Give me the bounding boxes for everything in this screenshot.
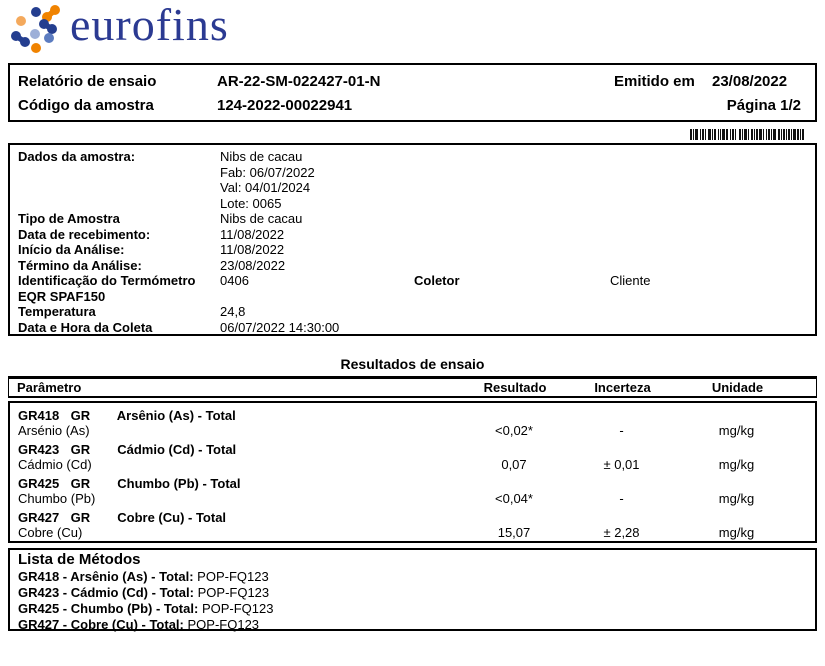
method-value: POP-FQ123 [201,601,274,616]
param-subname: Chumbo (Pb) [18,491,96,506]
column-header-resultado: Resultado [483,380,547,395]
method-label: GR423 - Cádmio (Cd) - Total: [18,585,194,600]
sample-field-termometro: Identificação do Termómetro 0406 Coletor… [18,273,815,289]
field-label: Temperatura [18,304,96,319]
field-value: 06/07/2022 14:30:00 [220,319,340,335]
incerteza-value: - [619,491,624,506]
field-value: 23/08/2022 [220,257,286,273]
resultado-value: 15,07 [497,525,531,540]
coletor-label: Coletor [414,273,460,288]
coletor-value: Cliente [610,273,651,288]
methods-title: Lista de Métodos [18,551,141,568]
sample-field-dados: Dados da amostra: Nibs de cacau [18,149,815,165]
eurofins-wordmark: eurofins [70,0,229,50]
param-code: GR425 [18,476,60,491]
field-label: Início da Análise: [18,242,125,257]
resultado-value: 0,07 [501,457,527,472]
param-name: Chumbo (Pb) - Total [117,476,241,491]
field-label: Data e Hora da Coleta [18,319,153,335]
methods-box: Lista de Métodos GR418 - Arsênio (As) - … [8,548,817,633]
list-item: GR425 - Chumbo (Pb) - Total: POP-FQ123 [18,601,815,617]
table-row: GR418 GR Arsênio (As) - Total Arsénio (A… [10,405,815,439]
unidade-value: mg/kg [718,525,755,540]
param-group: GR [70,476,91,491]
param-subname: Cobre (Cu) [18,525,83,540]
method-value: POP-FQ123 [197,569,269,584]
sample-code-value: 124-2022-00022941 [217,97,353,114]
results-section-title: Resultados de ensaio [340,356,485,372]
sample-field-recebimento: Data de recebimento: 11/08/2022 [18,227,815,243]
param-name: Cobre (Cu) - Total [117,510,227,525]
sample-field-inicio: Início da Análise: 11/08/2022 [18,242,815,258]
page-number: Página 1/2 [726,97,801,114]
field-value: Nibs de cacau [220,149,303,164]
field-label: Data de recebimento: [18,226,151,242]
sample-field-termino: Término da Análise: 23/08/2022 [18,258,815,274]
eurofins-logo-icon [11,5,60,53]
report-title-label: Relatório de ensaio [18,73,157,90]
sample-field-tipo: Tipo de Amostra Nibs de cacau [18,211,815,227]
field-label: Dados da amostra: [18,149,136,164]
param-subname: Arsénio (As) [18,423,90,438]
field-value: Lote: 0065 [220,195,282,211]
method-label: GR418 - Arsênio (As) - Total: [18,569,194,584]
param-code: GR418 [18,408,60,423]
field-value: 11/08/2022 [220,242,285,257]
field-value: Val: 04/01/2024 [220,180,311,195]
resultado-value: <0,02* [495,423,533,438]
list-item: GR418 - Arsênio (As) - Total: POP-FQ123 [18,569,815,585]
field-label: Término da Análise: [18,257,142,273]
field-value: Fab: 06/07/2022 [220,164,315,180]
method-value: POP-FQ123 [197,585,270,600]
report-number: AR-22-SM-022427-01-N [217,73,381,90]
unidade-value: mg/kg [718,457,755,472]
column-header-parametro: Parâmetro [17,380,82,395]
incerteza-value: - [619,423,624,438]
field-label: Tipo de Amostra [18,211,120,226]
incerteza-value: ± 0,01 [603,457,640,472]
incerteza-value: ± 2,28 [603,525,640,540]
param-subname: Cádmio (Cd) [18,457,92,472]
list-item: GR423 - Cádmio (Cd) - Total: POP-FQ123 [18,585,815,601]
method-value: POP-FQ123 [187,617,260,632]
field-value: 24,8 [220,304,246,319]
param-code: GR427 [18,510,60,525]
results-table: GR418 GR Arsênio (As) - Total Arsénio (A… [8,401,817,543]
field-value: 11/08/2022 [220,226,285,242]
unidade-value: mg/kg [718,423,755,438]
table-row: GR423 GR Cádmio (Cd) - Total Cádmio (Cd)… [10,439,815,473]
table-row: GR425 GR Chumbo (Pb) - Total Chumbo (Pb)… [10,473,815,507]
sample-field-temperatura: Temperatura 24,8 [18,304,815,320]
sample-code-label: Código da amostra [18,97,154,114]
param-group: GR [70,408,91,423]
param-name: Arsênio (As) - Total [116,408,236,423]
report-header-box: Relatório de ensaio AR-22-SM-022427-01-N… [8,63,817,122]
field-label-line2: EQR SPAF150 [18,288,106,304]
method-label: GR425 - Chumbo (Pb) - Total: [18,601,199,616]
column-header-unidade: Unidade [711,380,764,395]
column-header-incerteza: Incerteza [594,380,651,395]
field-value: 0406 [220,273,249,288]
resultado-value: <0,04* [495,491,533,506]
barcode-icon [690,129,804,140]
sample-field-coleta: Data e Hora da Coleta 06/07/2022 14:30:0… [18,320,815,336]
results-table-header: Parâmetro Resultado Incerteza Unidade [8,376,817,398]
method-label: GR427 - Cobre (Cu) - Total: [18,617,184,632]
param-group: GR [70,442,91,457]
param-group: GR [70,510,91,525]
field-label: Identificação do Termómetro [18,273,196,288]
param-name: Cádmio (Cd) - Total [117,442,237,457]
table-row: GR427 GR Cobre (Cu) - Total Cobre (Cu) 1… [10,507,815,541]
field-value: Nibs de cacau [220,211,303,226]
param-code: GR423 [18,442,60,457]
issued-date-value: 23/08/2022 [712,73,788,90]
list-item: GR427 - Cobre (Cu) - Total: POP-FQ123 [18,617,815,633]
sample-data-box: Dados da amostra: Nibs de cacau Fab: 06/… [8,143,817,336]
unidade-value: mg/kg [718,491,755,506]
issued-date-label: Emitido em [614,73,695,90]
